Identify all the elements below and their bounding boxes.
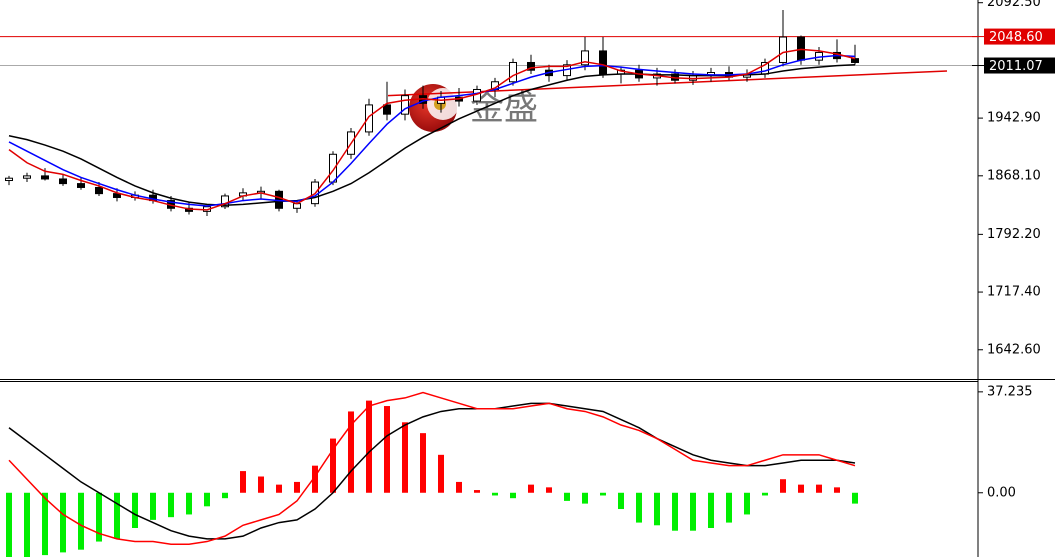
candle-body	[95, 186, 103, 195]
candle-body	[599, 50, 607, 75]
histogram-bar	[78, 492, 84, 550]
moving-line	[8, 402, 856, 540]
histogram-bar	[438, 454, 444, 493]
y-tick-label: 1717.40	[987, 285, 1041, 300]
histogram-bar	[240, 471, 246, 493]
histogram-bar	[60, 492, 66, 553]
candle-body	[329, 153, 337, 183]
histogram-bar	[348, 411, 354, 493]
histogram-bar	[834, 487, 840, 493]
histogram-bar	[528, 484, 534, 493]
candle-body	[401, 95, 409, 115]
candle-body	[851, 58, 859, 63]
histogram-bar	[582, 492, 588, 504]
price-panel	[0, 10, 978, 216]
histogram-bar	[24, 492, 30, 557]
histogram-bar	[492, 492, 498, 496]
histogram-bar	[384, 406, 390, 493]
y-tick-label: 1868.10	[987, 168, 1041, 183]
logo	[409, 84, 459, 132]
moving-line	[8, 64, 856, 206]
candle-body	[797, 36, 805, 61]
histogram-bar	[708, 492, 714, 528]
macd-panel	[6, 391, 858, 557]
candle-body	[41, 175, 49, 180]
histogram-bar	[690, 492, 696, 531]
histogram-bar	[636, 492, 642, 523]
level-label: 2048.60	[989, 30, 1043, 45]
candle-body	[5, 177, 13, 182]
histogram-bar	[420, 433, 426, 493]
histogram-bar	[510, 492, 516, 499]
histogram-bar	[312, 465, 318, 493]
level-label-box	[984, 57, 1055, 74]
candle-body	[59, 178, 67, 185]
y-tick-label: 1642.60	[987, 342, 1041, 357]
candle-body	[23, 175, 31, 179]
trendline	[387, 70, 948, 97]
candle-body	[527, 61, 535, 71]
candle-body	[365, 104, 373, 133]
histogram-bar	[672, 492, 678, 531]
histogram-bar	[330, 438, 336, 493]
moving-line	[8, 48, 856, 211]
histogram-bar	[132, 492, 138, 528]
histogram-bar	[96, 492, 102, 542]
candle-body	[77, 183, 85, 188]
histogram-bar	[762, 492, 768, 496]
histogram-bar	[222, 492, 228, 499]
y-tick-label: 37.235	[987, 384, 1033, 399]
histogram-bar	[114, 492, 120, 539]
histogram-bar	[618, 492, 624, 510]
histogram-bar	[546, 487, 552, 493]
moving-line	[8, 391, 856, 546]
histogram-bar	[816, 484, 822, 493]
histogram-bar	[726, 492, 732, 523]
y-tick-label: 1942.90	[987, 111, 1041, 126]
histogram-bar	[204, 492, 210, 507]
y-tick-label: 2092.50	[987, 0, 1041, 10]
histogram-bar	[42, 492, 48, 556]
level-label-box	[984, 28, 1055, 45]
histogram-bar	[276, 484, 282, 493]
candle-body	[509, 61, 517, 83]
histogram-bar	[852, 492, 858, 504]
histogram-bar	[168, 492, 174, 518]
histogram-bar	[798, 484, 804, 493]
histogram-bar	[780, 479, 786, 493]
price-axis: 2092.50 1942.90 1868.10 1792.20 1717.40 1642.…	[972, 0, 1055, 500]
histogram-bar	[6, 492, 12, 557]
histogram-bar	[744, 492, 750, 515]
histogram-bar	[294, 481, 300, 493]
histogram-bar	[150, 492, 156, 520]
histogram-bar	[366, 400, 372, 493]
histogram-bar	[186, 492, 192, 515]
histogram-bar	[600, 492, 606, 496]
candle-body	[779, 36, 787, 63]
histogram-bar	[474, 490, 480, 493]
histogram-bar	[456, 481, 462, 493]
level-label: 2011.07	[989, 59, 1043, 74]
y-tick-label: 0.00	[987, 485, 1016, 500]
histogram-bar	[402, 422, 408, 493]
histogram-bar	[258, 476, 264, 493]
histogram-bar	[564, 492, 570, 501]
histogram-bar	[654, 492, 660, 526]
candle-body	[383, 104, 391, 115]
candle-body	[581, 50, 589, 66]
y-tick-label: 1792.20	[987, 227, 1041, 242]
